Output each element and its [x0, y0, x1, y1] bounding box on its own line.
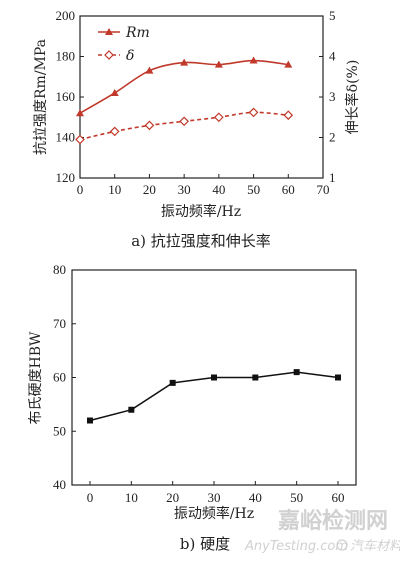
rm-point: [180, 58, 189, 66]
chart-a-ytick-label: 140: [56, 130, 76, 145]
chart-a-xlabel: 振动频率/Hz: [161, 203, 241, 220]
rm-point: [110, 88, 119, 96]
chart-b: 0 10 20 30 40 50 60 40 50 60 70 80 布氏硬度HBW 振动频率/Hz…: [28, 262, 357, 553]
chart-a: 0 10 20 30 40 50 60 70 120 140 160 180 200 1 2 3 4 5 Rm…: [33, 8, 361, 250]
chart-b-ytick-label: 40: [53, 477, 66, 492]
chart-b-ytick-label: 60: [53, 370, 66, 385]
series-rm-line: [79, 59, 289, 114]
chart-b-xtick-label: 10: [125, 490, 138, 505]
legend: Rm δ: [98, 25, 150, 64]
chart-a-ytick-label: 200: [56, 8, 76, 23]
chart-b-xtick-label: 20: [166, 490, 179, 505]
chart-a-xtick-label: 70: [317, 182, 330, 197]
chart-a-xtick-label: 60: [282, 182, 295, 197]
chart-a-y2tick-label: 4: [329, 49, 336, 64]
watermark-badge: 汽车材料网: [350, 539, 400, 554]
chart-a-xtick-label: 50: [247, 182, 260, 197]
delta-point: [248, 107, 259, 118]
chart-b-ytick-label: 70: [53, 316, 66, 331]
rm-point: [249, 56, 258, 64]
rm-point: [284, 60, 293, 68]
delta-point: [283, 110, 294, 121]
chart-a-y2tick-label: 1: [329, 170, 336, 185]
hbw-point: [169, 379, 176, 386]
hbw-point: [335, 374, 341, 381]
hbw-point: [293, 369, 300, 376]
chart-a-ytick-label: 180: [56, 49, 76, 64]
rm-point: [145, 66, 154, 74]
chart-b-xlabel: 振动频率/Hz: [174, 505, 254, 522]
hbw-point: [211, 374, 217, 381]
chart-b-xtick-label: 50: [290, 490, 303, 505]
hbw-point: [87, 417, 93, 424]
hbw-point: [252, 374, 259, 381]
chart-a-plot-frame: [79, 15, 324, 179]
chart-b-xtick-label: 60: [332, 490, 345, 505]
delta-point: [75, 134, 85, 145]
chart-a-ytick-label: 160: [56, 89, 76, 104]
chart-a-xtick-label: 10: [108, 182, 121, 197]
chart-a-xtick-label: 20: [143, 182, 156, 197]
chart-a-y2tick-label: 5: [329, 8, 336, 23]
chart-a-caption: a) 抗拉强度和伸长率: [131, 232, 271, 250]
chart-b-ytick-label: 80: [53, 262, 66, 277]
chart-b-caption: b) 硬度: [180, 535, 230, 553]
hbw-point: [128, 406, 135, 413]
chart-b-xtick-label: 0: [87, 490, 94, 505]
delta-point: [109, 126, 120, 137]
legend-delta-marker: [104, 50, 114, 60]
watermark-sub: AnyTesting.com: [244, 539, 348, 554]
legend-rm-label: Rm: [125, 25, 150, 41]
chart-a-y2tick-label: 2: [329, 130, 336, 145]
legend-delta-label: δ: [126, 48, 134, 64]
watermark-main: 嘉峪检测网: [278, 508, 388, 534]
chart-a-ylabel: 抗拉强度Rm/MPa: [33, 39, 49, 155]
chart-a-xtick-label: 0: [77, 182, 84, 197]
chart-a-ytick-label: 120: [56, 170, 76, 185]
chart-a-y2tick-label: 3: [329, 89, 336, 104]
chart-a-xtick-label: 40: [212, 182, 225, 197]
legend-rm-marker: [105, 28, 113, 35]
rm-point: [76, 109, 84, 117]
watermark: 嘉峪检测网 AnyTesting.com 汽车材料网: [244, 508, 400, 554]
delta-point: [179, 116, 189, 127]
chart-b-ylabel: 布氏硬度HBW: [28, 331, 44, 424]
delta-point: [144, 120, 155, 131]
rm-point: [214, 60, 223, 68]
chart-a-y2label: 伸长率δ(%): [344, 60, 361, 135]
wechat-icon: [336, 539, 348, 551]
chart-b-xtick-label: 30: [208, 490, 221, 505]
chart-b-ytick-label: 50: [53, 423, 66, 438]
chart-a-xtick-label: 30: [178, 182, 191, 197]
delta-point: [214, 112, 224, 123]
chart-b-xtick-label: 40: [249, 490, 262, 505]
